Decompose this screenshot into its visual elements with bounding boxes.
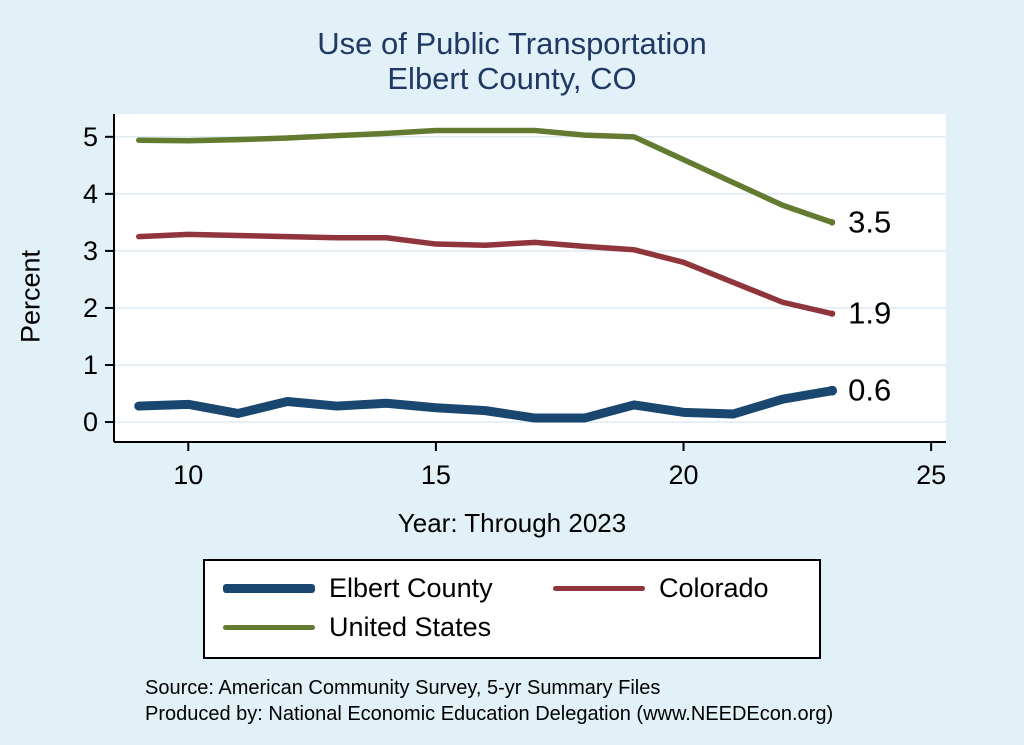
series-end-label-elbert-county: 0.6 [848,373,891,408]
x-tick-label: 20 [669,460,699,490]
y-tick-label: 3 [83,236,98,266]
y-axis-label: Percent [15,249,46,343]
legend-label-elbert-county: Elbert County [329,573,493,604]
series-end-dot-colorado [828,310,836,317]
y-tick-label: 2 [83,293,98,323]
series-line-colorado [136,231,835,317]
chart-row: Percent 0 1 2 3 4 5 10 15 20 25 0.6 1.9 3.5 [0,100,1024,492]
series-line-united-states [136,127,835,226]
legend-label-colorado: Colorado [659,573,769,604]
series-end-dot-united-states [828,219,836,226]
legend-item-elbert-county: Elbert County [223,573,553,604]
plot-background [114,114,946,443]
series-end-label-united-states: 3.5 [848,204,891,239]
produced-by-note: Produced by: National Economic Education… [145,703,834,726]
legend-item-colorado: Colorado [553,573,801,604]
x-tick-label: 15 [421,460,451,490]
x-tick-label: 25 [916,460,946,490]
chart-title-block: Use of Public Transportation Elbert Coun… [0,0,1024,96]
plot-area: 0 1 2 3 4 5 10 15 20 25 0.6 1.9 3.5 [83,114,946,490]
chart-title: Use of Public Transportation [317,26,707,61]
united-states-line-swatch [223,624,315,631]
y-tick-label: 1 [83,350,98,380]
series-end-dot-elbert-county [827,385,838,396]
elbert-county-line-swatch [223,584,315,594]
y-tick-label: 4 [83,179,98,209]
legend-item-united-states: United States [223,612,553,643]
series-end-label-colorado: 1.9 [848,296,891,331]
legend-label-united-states: United States [329,612,492,643]
x-tick-label: 10 [173,460,203,490]
chart-subtitle: Elbert County, CO [387,61,637,97]
footer-notes: Source: American Community Survey, 5-yr … [145,675,1024,727]
source-note: Source: American Community Survey, 5-yr … [145,677,661,700]
series-line-elbert-county [134,386,837,423]
legend: Elbert County Colorado United States [203,559,821,660]
y-tick-label: 0 [83,407,98,437]
y-tick-label: 5 [83,122,98,152]
x-axis-label: Year: Through 2023 [397,508,627,539]
colorado-line-swatch [553,585,645,592]
